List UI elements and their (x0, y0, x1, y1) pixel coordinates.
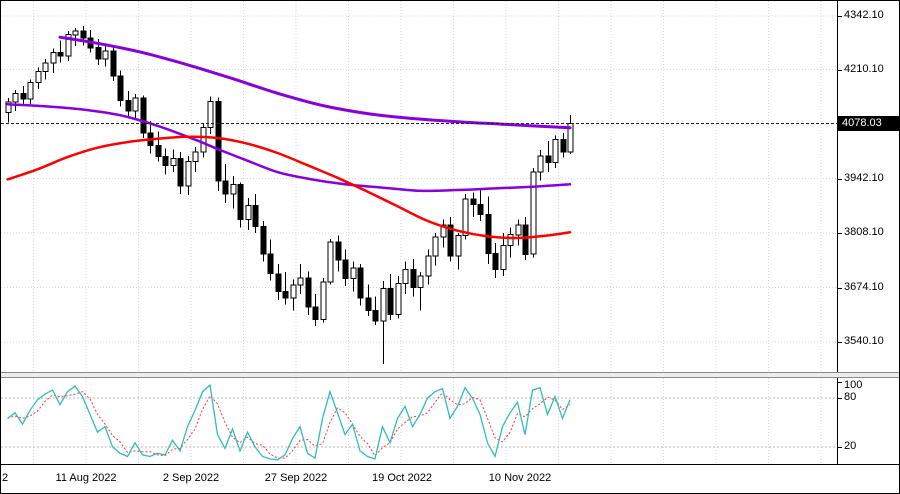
price-tick-label: 3942.10 (844, 171, 884, 184)
stoch-d-line (7, 391, 571, 459)
stoch-tick-label: 100 (844, 379, 863, 391)
stoch-k-line (7, 383, 571, 461)
axis-tick-mark (838, 342, 842, 343)
price-tick-label: 4342.10 (844, 9, 884, 21)
date-label: 19 Oct 2022 (372, 472, 432, 484)
axis-tick-mark (838, 382, 842, 383)
axis-tick-mark (838, 446, 842, 448)
stoch-grid-lines (33, 378, 822, 464)
axis-tick-mark (838, 16, 842, 17)
candlestick-series (5, 25, 574, 364)
axis-tick-mark (838, 178, 842, 180)
price-tick-label: 3808.10 (844, 226, 884, 239)
time-axis[interactable]: 2 11 Aug 2022 2 Sep 2022 27 Sep 2022 19 Oct … (1, 464, 899, 493)
ma-red (6, 135, 572, 240)
price-tick-label: 4210.10 (844, 62, 884, 75)
date-label: 10 Nov 2022 (488, 472, 552, 484)
stochastic-panel[interactable] (1, 378, 837, 464)
stoch-tick-label: 20 (844, 439, 857, 452)
date-label: 2 Sep 2022 (162, 472, 220, 484)
main-chart-canvas (1, 1, 837, 372)
axis-tick-mark (838, 233, 842, 235)
axis-tick-mark (838, 287, 842, 289)
price-tick-label: 3540.10 (844, 335, 884, 347)
stoch-tick-label: 80 (844, 391, 857, 404)
ma-mid-purple (6, 102, 572, 193)
axis-tick-mark (838, 69, 842, 71)
stoch-level-lines (1, 397, 837, 448)
stochastic-canvas (1, 378, 837, 464)
current-price-badge: 4078.03 (838, 116, 899, 131)
panel-separator[interactable] (1, 372, 899, 378)
date-label: 27 Sep 2022 (264, 472, 328, 484)
axis-tick-mark (838, 398, 842, 400)
main-price-panel[interactable] (1, 1, 837, 372)
price-tick-label: 3674.10 (844, 280, 884, 293)
date-label: 11 Aug 2022 (55, 472, 117, 484)
grid-lines (1, 1, 837, 372)
price-axis[interactable]: 4078.03 4342.10 4210.10 3942.10 3808.10 3674… (837, 1, 899, 464)
ma-slow-purple (58, 35, 572, 130)
date-label: 2 (1, 472, 9, 484)
